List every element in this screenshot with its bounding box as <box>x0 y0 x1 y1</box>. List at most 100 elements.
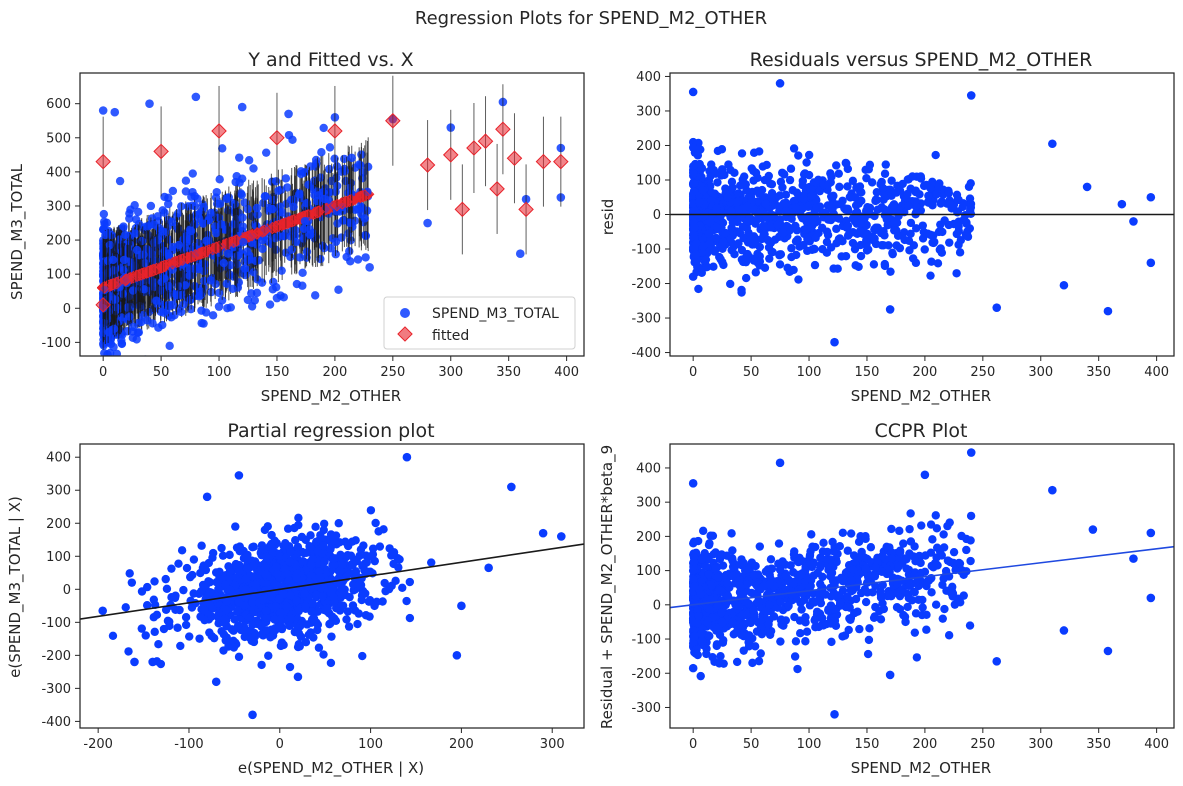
data-point <box>380 578 389 588</box>
axes-frame <box>669 72 1175 357</box>
data-point <box>820 208 829 217</box>
data-point <box>747 164 756 173</box>
fitted-marker <box>220 237 233 251</box>
data-point <box>851 209 860 218</box>
data-point <box>131 215 141 224</box>
data-point <box>162 584 172 594</box>
data-point <box>688 143 698 152</box>
data-point <box>197 306 206 315</box>
data-point <box>856 240 865 250</box>
data-point <box>484 563 493 573</box>
data-point <box>124 647 133 656</box>
data-point <box>904 201 913 211</box>
data-point <box>275 552 285 561</box>
data-point <box>712 223 721 232</box>
data-point <box>892 188 901 197</box>
legend-frame <box>383 296 576 350</box>
data-point <box>271 562 281 571</box>
data-point <box>325 143 335 152</box>
data-point <box>763 235 773 245</box>
data-point <box>183 237 192 246</box>
data-point <box>154 639 163 649</box>
data-point <box>880 169 890 178</box>
panel-partial-regression: Partial regression plot -200 -100 0 100 200 3… <box>6 420 585 778</box>
data-point <box>149 595 159 604</box>
fitted-marker <box>535 153 552 170</box>
data-point <box>138 310 147 320</box>
data-point <box>271 177 281 186</box>
data-point <box>248 620 257 630</box>
fitted-marker <box>495 121 511 138</box>
data-point <box>207 381 215 389</box>
data-point <box>1146 192 1156 202</box>
data-point <box>394 563 403 572</box>
data-point <box>334 285 343 294</box>
data-point <box>249 561 258 570</box>
data-point <box>294 520 303 530</box>
x-tick-label: 0 <box>99 365 107 380</box>
data-point <box>764 171 773 181</box>
data-point <box>955 248 965 257</box>
data-point <box>176 641 185 651</box>
data-point <box>844 206 853 215</box>
data-point <box>306 162 315 171</box>
data-point <box>257 278 267 287</box>
data-point <box>402 596 411 606</box>
data-point <box>231 559 241 569</box>
data-point <box>298 556 308 566</box>
data-point <box>953 195 962 205</box>
plot-area: 0 50 100 150 200 250 300 350 400-300-200-1000100… <box>631 443 1175 752</box>
data-point <box>379 525 388 534</box>
data-point <box>427 558 436 567</box>
y-tick-label: -300 <box>631 312 661 327</box>
data-point <box>267 530 276 540</box>
data-point <box>294 513 303 523</box>
data-point <box>357 591 367 600</box>
data-point <box>173 209 183 218</box>
data-point <box>293 542 303 552</box>
data-point <box>128 333 138 343</box>
data-point <box>767 180 777 189</box>
axes-frame <box>79 443 585 729</box>
data-point <box>332 173 341 183</box>
data-point <box>108 255 118 265</box>
data-point <box>196 568 205 578</box>
data-point <box>933 259 943 268</box>
data-point <box>952 269 961 278</box>
data-point <box>258 244 267 254</box>
data-point <box>794 151 803 160</box>
data-point <box>889 200 898 210</box>
data-point <box>121 230 130 240</box>
y-tick-label: 400 <box>46 451 71 466</box>
data-point <box>885 305 895 314</box>
y-tick-label: -100 <box>631 243 661 258</box>
data-point <box>238 222 248 231</box>
data-point <box>906 218 916 228</box>
panel-title: Partial regression plot <box>227 420 434 442</box>
data-point <box>248 598 257 607</box>
data-point <box>206 208 215 218</box>
data-point <box>317 148 326 157</box>
data-point <box>1103 306 1113 316</box>
data-point <box>260 192 270 201</box>
data-point <box>215 175 224 184</box>
data-point <box>792 226 802 235</box>
data-point <box>257 660 266 670</box>
legend-marker-diamond <box>397 326 413 342</box>
fitted-marker <box>454 201 471 218</box>
data-point <box>954 226 963 236</box>
data-point <box>806 223 816 232</box>
data-point <box>926 271 935 280</box>
y-tick-label: -200 <box>631 277 661 292</box>
data-point <box>298 281 307 290</box>
data-point <box>112 376 120 384</box>
data-point <box>110 107 120 117</box>
data-point <box>764 243 774 252</box>
data-point <box>1082 182 1092 192</box>
data-point <box>1059 280 1069 290</box>
data-point <box>855 226 865 236</box>
data-point <box>314 191 323 200</box>
data-point <box>229 636 238 645</box>
data-point <box>726 279 735 289</box>
data-point <box>234 471 244 480</box>
